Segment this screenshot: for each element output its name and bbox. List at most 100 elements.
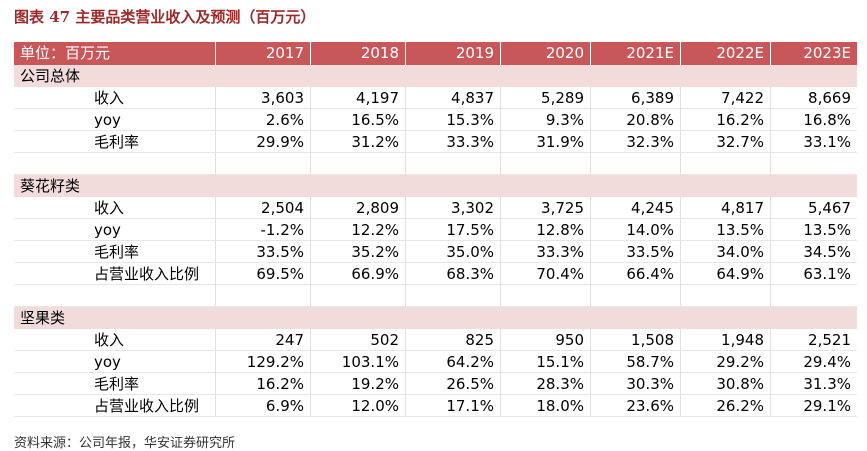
value-cell: 103.1% bbox=[310, 351, 405, 372]
row-label: yoy bbox=[94, 353, 121, 371]
value-cell: 14.0% bbox=[590, 219, 680, 240]
section-name: 葵花籽类 bbox=[20, 177, 81, 195]
value-cell: 16.2% bbox=[680, 109, 770, 130]
value-cell: 16.5% bbox=[310, 109, 405, 130]
value-cell: 64.9% bbox=[680, 263, 770, 284]
value-cell: 6.9% bbox=[215, 395, 310, 416]
value-cell: 32.3% bbox=[590, 131, 680, 152]
data-row: 毛利率 16.2% 19.2% 26.5% 28.3% 30.3% 30.8% 31.3% bbox=[14, 373, 857, 395]
header-row: 单位：百万元 2017 2018 2019 2020 2021E 2022E 2023E bbox=[14, 42, 857, 65]
empty-cell bbox=[215, 175, 310, 197]
value-cell: 2,504 bbox=[215, 197, 310, 218]
empty-cell bbox=[590, 175, 680, 197]
value-cell: 3,725 bbox=[500, 197, 590, 218]
row-label: 毛利率 bbox=[94, 375, 140, 393]
value-cell: 34.0% bbox=[680, 241, 770, 262]
value-cell: 129.2% bbox=[215, 351, 310, 372]
value-cell: 9.3% bbox=[500, 109, 590, 130]
value-cell: 70.4% bbox=[500, 263, 590, 284]
value-cell: 15.3% bbox=[405, 109, 500, 130]
value-cell: 17.5% bbox=[405, 219, 500, 240]
data-row: 收入 247 502 825 950 1,508 1,948 2,521 bbox=[14, 329, 857, 351]
value-cell: 12.8% bbox=[500, 219, 590, 240]
value-cell: 29.2% bbox=[680, 351, 770, 372]
row-label: 毛利率 bbox=[94, 243, 140, 261]
value-cell: 26.2% bbox=[680, 395, 770, 416]
value-cell: 30.3% bbox=[590, 373, 680, 394]
value-cell: 12.2% bbox=[310, 219, 405, 240]
row-label: 收入 bbox=[94, 331, 125, 349]
value-cell: 28.3% bbox=[500, 373, 590, 394]
value-cell: 5,289 bbox=[500, 87, 590, 108]
empty-cell bbox=[590, 153, 680, 174]
empty-cell bbox=[215, 65, 310, 87]
value-cell: 8,669 bbox=[770, 87, 857, 108]
value-cell: 12.0% bbox=[310, 395, 405, 416]
row-label: yoy bbox=[94, 221, 121, 239]
value-cell: 7,422 bbox=[680, 87, 770, 108]
section-name: 坚果类 bbox=[20, 309, 66, 327]
value-cell: 33.5% bbox=[590, 241, 680, 262]
empty-cell bbox=[770, 65, 857, 87]
empty-cell bbox=[680, 65, 770, 87]
source: 资料来源：公司年报，华安证券研究所 bbox=[14, 436, 236, 451]
data-row: yoy -1.2% 12.2% 17.5% 12.8% 14.0% 13.5% 13.5% bbox=[14, 219, 857, 241]
value-cell: 4,245 bbox=[590, 197, 680, 218]
value-cell: 2.6% bbox=[215, 109, 310, 130]
value-cell: 1,508 bbox=[590, 329, 680, 350]
section-row: 葵花籽类 bbox=[14, 175, 857, 197]
empty-cell bbox=[405, 153, 500, 174]
column-header: 2022E bbox=[680, 42, 770, 65]
value-cell: 20.8% bbox=[590, 109, 680, 130]
value-cell: 30.8% bbox=[680, 373, 770, 394]
data-row: 收入 3,603 4,197 4,837 5,289 6,389 7,422 8,669 bbox=[14, 87, 857, 109]
value-cell: 33.5% bbox=[215, 241, 310, 262]
value-cell: 63.1% bbox=[770, 263, 857, 284]
column-header: 2021E bbox=[590, 42, 680, 65]
value-cell: 68.3% bbox=[405, 263, 500, 284]
empty-cell bbox=[680, 175, 770, 197]
row-label: 收入 bbox=[94, 89, 125, 107]
value-cell: 35.0% bbox=[405, 241, 500, 262]
value-cell: 1,948 bbox=[680, 329, 770, 350]
empty-cell bbox=[405, 175, 500, 197]
value-cell: 31.3% bbox=[770, 373, 857, 394]
empty-cell bbox=[590, 285, 680, 306]
value-cell: 35.2% bbox=[310, 241, 405, 262]
value-cell: 2,521 bbox=[770, 329, 857, 350]
value-cell: 502 bbox=[310, 329, 405, 350]
empty-cell bbox=[215, 153, 310, 174]
empty-cell bbox=[500, 153, 590, 174]
value-cell: 18.0% bbox=[500, 395, 590, 416]
value-cell: 5,467 bbox=[770, 197, 857, 218]
value-cell: 247 bbox=[215, 329, 310, 350]
section-name: 公司总体 bbox=[20, 67, 81, 85]
value-cell: 4,837 bbox=[405, 87, 500, 108]
empty-cell bbox=[500, 285, 590, 306]
row-label: 收入 bbox=[94, 199, 125, 217]
value-cell: 66.4% bbox=[590, 263, 680, 284]
value-cell: 4,817 bbox=[680, 197, 770, 218]
value-cell: 6,389 bbox=[590, 87, 680, 108]
value-cell: 64.2% bbox=[405, 351, 500, 372]
row-label: 占营业收入比例 bbox=[94, 397, 200, 415]
value-cell: 29.1% bbox=[770, 395, 857, 416]
empty-cell bbox=[770, 285, 857, 306]
column-header: 2019 bbox=[405, 42, 500, 65]
value-cell: 17.1% bbox=[405, 395, 500, 416]
column-header: 2017 bbox=[215, 42, 310, 65]
empty-cell bbox=[215, 285, 310, 306]
row-label: yoy bbox=[94, 111, 121, 129]
value-cell: 31.2% bbox=[310, 131, 405, 152]
data-row: yoy 2.6% 16.5% 15.3% 9.3% 20.8% 16.2% 16.8% bbox=[14, 109, 857, 131]
value-cell: 825 bbox=[405, 329, 500, 350]
value-cell: 13.5% bbox=[680, 219, 770, 240]
empty-cell bbox=[500, 307, 590, 329]
value-cell: 69.5% bbox=[215, 263, 310, 284]
value-cell: 34.5% bbox=[770, 241, 857, 262]
blank-row bbox=[14, 285, 857, 307]
data-row: 占营业收入比例 69.5% 66.9% 68.3% 70.4% 66.4% 64.9% 63.… bbox=[14, 263, 857, 285]
value-cell: 4,197 bbox=[310, 87, 405, 108]
empty-cell bbox=[310, 307, 405, 329]
value-cell: 32.7% bbox=[680, 131, 770, 152]
